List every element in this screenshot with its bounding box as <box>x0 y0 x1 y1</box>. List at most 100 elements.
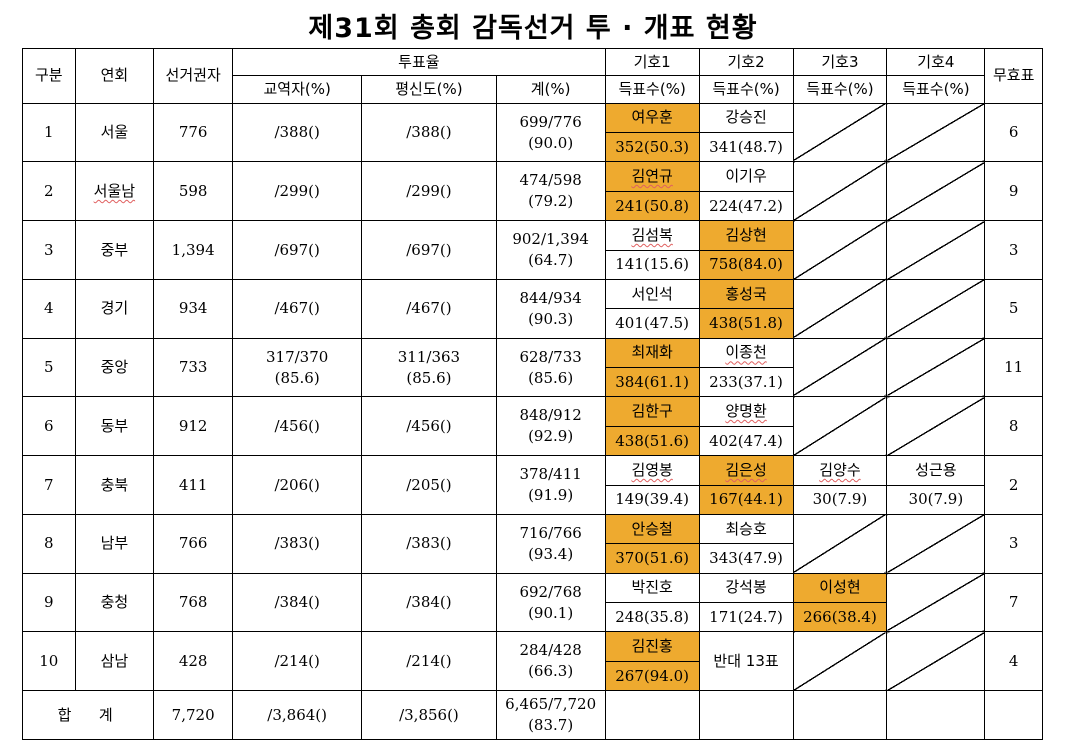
total-turnout: 6,465/7,720 (83.7) <box>495 690 606 740</box>
candidate-1-votes: 267(94.0) <box>604 660 700 692</box>
candidate-3-votes: 30(7.9) <box>792 484 888 515</box>
header-candidate-2: 기호2 <box>698 47 794 77</box>
conference-name: 남부 <box>74 513 155 574</box>
table-row: 9 충청 768 /384() /384() 692/768 (90.1) 박진호… <box>22 572 1043 633</box>
election-results-table: 구분 연회 선거권자 투표율 기호1 기호2 기호3 기호4 무효표 교역자(%… <box>21 47 1043 740</box>
empty-slot <box>886 631 986 692</box>
invalid-count: 3 <box>984 513 1043 574</box>
empty-slot <box>792 220 888 280</box>
empty-slot <box>886 513 986 574</box>
voter-count: 912 <box>153 396 234 457</box>
header-candidate-4: 기호4 <box>886 47 986 77</box>
empty-slot <box>886 396 986 457</box>
header-vote-pct-1: 득표수(%) <box>604 75 700 104</box>
header-vote-pct-4: 득표수(%) <box>886 75 986 104</box>
total-row: 합 계 7,720 /3,864() /3,856() 6,465/7,720(… <box>21 690 1043 740</box>
candidate-2-votes: 167(44.1) <box>698 484 794 515</box>
candidate-2-name: 홍성국 <box>698 278 794 310</box>
lay-turnout: /299() <box>361 161 497 222</box>
lay-turnout: /383() <box>361 513 497 574</box>
header-clergy: 교역자(%) <box>232 75 363 104</box>
conference-name: 서울 <box>74 102 155 163</box>
candidate-2-votes: 233(37.1) <box>698 367 794 398</box>
empty-cell <box>792 690 888 740</box>
empty-slot <box>886 572 986 633</box>
invalid-count: 8 <box>984 396 1043 457</box>
voter-count: 428 <box>153 631 234 692</box>
total-turnout: 692/768 (90.1) <box>495 572 606 633</box>
header-yeonhoe: 연회 <box>74 48 155 104</box>
invalid-count: 3 <box>984 220 1043 280</box>
header-turnout: 투표율 <box>232 47 606 77</box>
candidate-2-name: 이기우 <box>698 161 794 192</box>
candidate-2-votes: 402(47.4) <box>698 425 794 457</box>
total-turnout: 284/428 (66.3) <box>495 631 606 692</box>
total-turnout: 848/912 (92.9) <box>495 396 606 457</box>
candidate-2-votes: 171(24.7) <box>698 602 794 633</box>
conference-name: 충청 <box>74 572 155 633</box>
table-row: 3 중부 1,394 /697() /697() 902/1,394 (64.7)… <box>22 220 1043 280</box>
header-vote-pct-2: 득표수(%) <box>698 75 794 104</box>
clergy-turnout: /299() <box>232 161 363 222</box>
invalid-count: 6 <box>984 102 1043 163</box>
conference-name: 삼남 <box>74 631 155 692</box>
candidate-4-votes: 30(7.9) <box>886 484 986 515</box>
voter-count: 411 <box>153 455 234 515</box>
invalid-count: 7 <box>984 572 1043 633</box>
candidate-1-name: 서인석 <box>604 278 700 310</box>
lay-turnout: /456() <box>361 396 497 457</box>
candidate-1-votes: 141(15.6) <box>604 249 700 280</box>
opposition-votes: 반대 13표 <box>698 631 794 692</box>
table-row: 1 서울 776 /388() /388() 699/776 (90.0) 여우훈… <box>22 102 1043 163</box>
candidate-1-name: 박진호 <box>604 572 700 604</box>
candidate-2-votes: 343(47.9) <box>698 543 794 574</box>
clergy-turnout: /388() <box>232 102 363 163</box>
candidate-3-name: 이성현 <box>792 572 888 604</box>
lay-turnout: 311/363 (85.6) <box>361 337 497 398</box>
row-number: 2 <box>22 161 76 222</box>
table-row: 8 남부 766 /383() /383() 716/766 (93.4) 안승철… <box>22 513 1043 574</box>
row-number: 1 <box>22 102 76 163</box>
empty-slot <box>792 513 888 574</box>
candidate-1-name: 김영봉 <box>604 455 700 486</box>
empty-cell <box>604 690 700 740</box>
candidate-1-name: 최재화 <box>604 337 700 369</box>
candidate-2-votes: 224(47.2) <box>698 190 794 222</box>
conference-name: 중부 <box>74 220 155 280</box>
candidate-1-votes: 149(39.4) <box>604 484 700 515</box>
candidate-1-votes: 401(47.5) <box>604 308 700 339</box>
conference-name: 중앙 <box>74 337 155 398</box>
empty-slot <box>792 102 888 163</box>
candidate-1-name: 김한구 <box>604 396 700 427</box>
candidate-2-name: 양명환 <box>698 396 794 427</box>
clergy-turnout: /206() <box>232 455 363 515</box>
empty-slot <box>792 278 888 339</box>
candidate-1-votes: 370(51.6) <box>604 543 700 574</box>
row-number: 7 <box>22 455 76 515</box>
lay-turnout: /205() <box>361 455 497 515</box>
candidate-2-votes: 341(48.7) <box>698 132 794 163</box>
header-voters: 선거권자 <box>153 48 234 104</box>
candidate-2-name: 최승호 <box>698 513 794 545</box>
candidate-1-name: 여우훈 <box>604 102 700 134</box>
conference-name: 동부 <box>74 396 155 457</box>
empty-cell <box>886 690 986 740</box>
candidate-2-votes: 758(84.0) <box>698 249 794 280</box>
empty-slot <box>886 102 986 163</box>
lay-turnout: /388() <box>361 102 497 163</box>
row-number: 9 <box>22 572 76 633</box>
candidate-3-votes: 266(38.4) <box>792 602 888 633</box>
invalid-count: 5 <box>984 278 1043 339</box>
total-turnout: 378/411 (91.9) <box>495 455 606 515</box>
empty-slot <box>886 337 986 398</box>
invalid-count: 2 <box>984 455 1043 515</box>
conference-name: 충북 <box>74 455 155 515</box>
lay-turnout: /384() <box>361 572 497 633</box>
clergy-turnout: /697() <box>232 220 363 280</box>
invalid-count: 4 <box>984 631 1043 692</box>
total-turnout: 716/766 (93.4) <box>495 513 606 574</box>
total-clergy: /3,864() <box>232 690 363 740</box>
clergy-turnout: /456() <box>232 396 363 457</box>
candidate-4-name: 성근용 <box>886 455 986 486</box>
clergy-turnout: /214() <box>232 631 363 692</box>
